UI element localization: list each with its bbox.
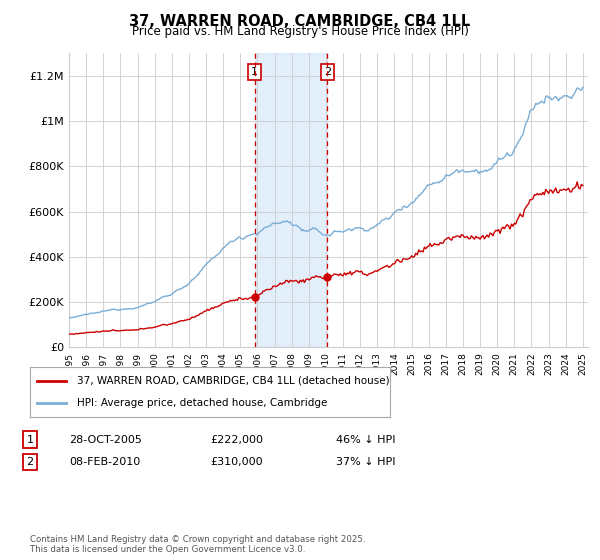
Text: 37, WARREN ROAD, CAMBRIDGE, CB4 1LL: 37, WARREN ROAD, CAMBRIDGE, CB4 1LL	[130, 14, 470, 29]
Text: HPI: Average price, detached house, Cambridge: HPI: Average price, detached house, Camb…	[77, 398, 327, 408]
Text: 2: 2	[324, 67, 331, 77]
Text: £222,000: £222,000	[210, 435, 263, 445]
Text: 28-OCT-2005: 28-OCT-2005	[69, 435, 142, 445]
Text: 2: 2	[26, 457, 34, 467]
Text: £310,000: £310,000	[210, 457, 263, 467]
Text: 08-FEB-2010: 08-FEB-2010	[69, 457, 140, 467]
Text: 37, WARREN ROAD, CAMBRIDGE, CB4 1LL (detached house): 37, WARREN ROAD, CAMBRIDGE, CB4 1LL (det…	[77, 376, 389, 386]
Text: 46% ↓ HPI: 46% ↓ HPI	[336, 435, 395, 445]
Text: 1: 1	[26, 435, 34, 445]
Text: 1: 1	[251, 67, 258, 77]
Text: 37% ↓ HPI: 37% ↓ HPI	[336, 457, 395, 467]
Text: Contains HM Land Registry data © Crown copyright and database right 2025.
This d: Contains HM Land Registry data © Crown c…	[30, 535, 365, 554]
Bar	[254, 53, 328, 347]
Text: Price paid vs. HM Land Registry's House Price Index (HPI): Price paid vs. HM Land Registry's House …	[131, 25, 469, 38]
